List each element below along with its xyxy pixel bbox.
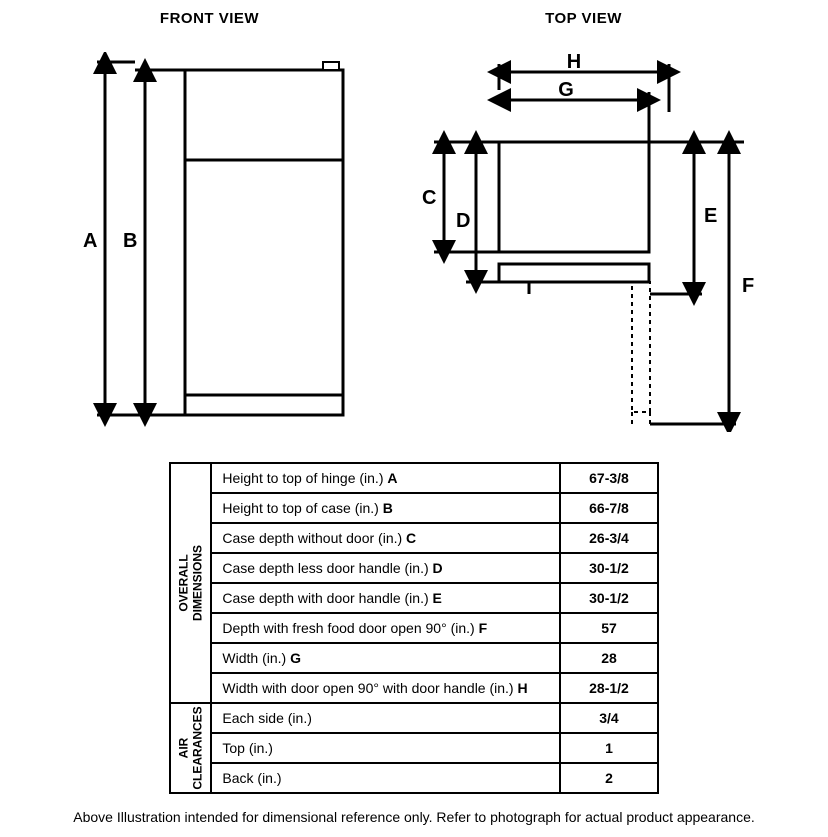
table-row: Top (in.)1	[170, 733, 658, 763]
dim-label-cell: Case depth with door handle (in.) E	[211, 583, 560, 613]
dim-value-cell: 66-7/8	[560, 493, 658, 523]
dim-value-cell: 67-3/8	[560, 463, 658, 493]
table-row: Depth with fresh food door open 90° (in.…	[170, 613, 658, 643]
dimensions-table: OVERALLDIMENSIONSHeight to top of hinge …	[169, 462, 659, 794]
dim-label-A: A	[83, 230, 97, 252]
dim-value-cell: 30-1/2	[560, 553, 658, 583]
dim-label-G: G	[558, 79, 574, 101]
table-row: Back (in.)2	[170, 763, 658, 793]
dim-label-cell: Case depth without door (in.) C	[211, 523, 560, 553]
dim-label-cell: Height to top of case (in.) B	[211, 493, 560, 523]
table-row: OVERALLDIMENSIONSHeight to top of hinge …	[170, 463, 658, 493]
top-view-col: TOP VIEW H G	[404, 10, 764, 432]
top-view-diagram: H G C D	[404, 52, 764, 432]
section-header: AIRCLEARANCES	[170, 703, 211, 793]
dim-label-cell: Back (in.)	[211, 763, 560, 793]
dim-value-cell: 2	[560, 763, 658, 793]
table-row: AIRCLEARANCESEach side (in.)3/4	[170, 703, 658, 733]
dim-label-cell: Depth with fresh food door open 90° (in.…	[211, 613, 560, 643]
table-row: Case depth without door (in.) C26-3/4	[170, 523, 658, 553]
dim-label-D: D	[456, 210, 470, 232]
dim-label-C: C	[422, 187, 436, 209]
table-row: Case depth with door handle (in.) E30-1/…	[170, 583, 658, 613]
dim-label-H: H	[566, 52, 580, 73]
dim-value-cell: 28	[560, 643, 658, 673]
section-header: OVERALLDIMENSIONS	[170, 463, 211, 703]
dim-value-cell: 28-1/2	[560, 673, 658, 703]
table-row: Height to top of case (in.) B66-7/8	[170, 493, 658, 523]
dim-value-cell: 26-3/4	[560, 523, 658, 553]
dim-value-cell: 1	[560, 733, 658, 763]
table-row: Case depth less door handle (in.) D30-1/…	[170, 553, 658, 583]
dim-value-cell: 30-1/2	[560, 583, 658, 613]
views-container: FRONT VIEW A	[0, 10, 828, 432]
top-view-title: TOP VIEW	[545, 10, 622, 27]
dim-value-cell: 3/4	[560, 703, 658, 733]
dim-label-B: B	[123, 230, 137, 252]
dim-label-cell: Width with door open 90° with door handl…	[211, 673, 560, 703]
dim-value-cell: 57	[560, 613, 658, 643]
footnote: Above Illustration intended for dimensio…	[0, 809, 828, 825]
dim-label-cell: Case depth less door handle (in.) D	[211, 553, 560, 583]
front-view-diagram: A B	[65, 52, 355, 432]
dim-label-cell: Each side (in.)	[211, 703, 560, 733]
front-view-col: FRONT VIEW A	[65, 10, 355, 432]
front-view-title: FRONT VIEW	[160, 10, 259, 27]
dim-label-F: F	[742, 275, 754, 297]
dim-label-cell: Top (in.)	[211, 733, 560, 763]
dim-label-cell: Width (in.) G	[211, 643, 560, 673]
table-row: Width (in.) G28	[170, 643, 658, 673]
dim-label-E: E	[704, 205, 717, 227]
table-row: Width with door open 90° with door handl…	[170, 673, 658, 703]
dim-label-cell: Height to top of hinge (in.) A	[211, 463, 560, 493]
